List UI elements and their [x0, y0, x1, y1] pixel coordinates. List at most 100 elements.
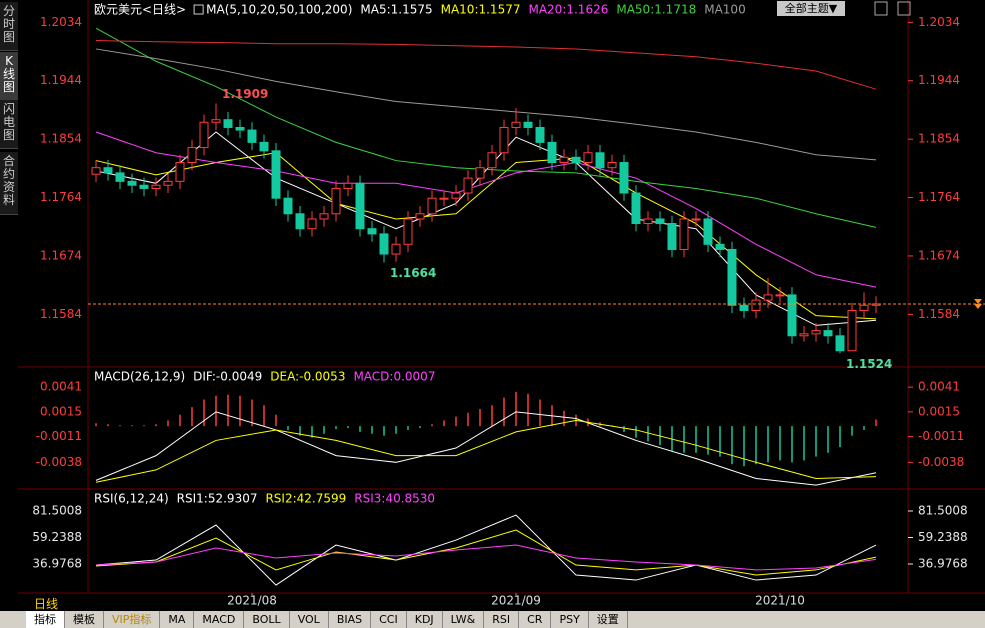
candle-body	[571, 156, 581, 164]
icon[interactable]	[874, 1, 888, 16]
toolbar-tab[interactable]: 模板	[65, 611, 104, 628]
candle-body	[103, 167, 113, 174]
toolbar-tab[interactable]: LW&	[443, 611, 485, 628]
y-tick-label: 1.1764	[918, 190, 960, 204]
period: 日线	[34, 597, 59, 611]
y-tick-label: 1.1674	[918, 248, 960, 262]
toolbar-tab[interactable]: CR	[519, 611, 552, 628]
tab[interactable]: K线图	[0, 52, 18, 101]
toolbar-tab[interactable]: BIAS	[329, 611, 372, 628]
x-tick-label: 2021/09	[491, 594, 541, 608]
tab[interactable]: 合约资料	[0, 152, 18, 215]
y-tick-label: 36.9768	[32, 557, 82, 571]
series-line	[95, 48, 877, 161]
candle-body	[247, 129, 257, 143]
toolbar-tab[interactable]: CCI	[371, 611, 407, 628]
icon[interactable]	[897, 1, 911, 16]
candle-body	[619, 162, 629, 194]
candle-body	[259, 141, 269, 152]
candle-body	[487, 152, 497, 169]
candle-body	[715, 243, 725, 250]
series-line	[95, 419, 877, 483]
y-tick-label: 1.1584	[918, 307, 960, 321]
candle-body	[823, 330, 833, 337]
candle-body	[139, 184, 149, 189]
tab[interactable]: 分时图	[0, 2, 18, 51]
toolbar-tab[interactable]: 设置	[589, 611, 628, 628]
series-line	[95, 544, 877, 571]
candle-body	[523, 121, 533, 128]
legend-item: MA100	[704, 3, 745, 17]
toolbar: 指标 模板 VIP指标 MA MACD BOLL VOL BIAS CCI KDJ LW& RSI CR…	[0, 611, 985, 628]
x-tick-label: 2021/10	[755, 594, 805, 608]
price-annotation: 1.1909	[222, 87, 268, 101]
y-tick-label: 1.1854	[40, 132, 82, 146]
toolbar-tab[interactable]: VOL	[290, 611, 329, 628]
candle-body	[463, 177, 473, 194]
tab[interactable]: 闪电图	[0, 100, 18, 149]
y-tick-label: 81.5008	[918, 503, 968, 517]
candle-body	[763, 294, 773, 301]
series-line	[95, 131, 877, 288]
candle-body	[799, 333, 809, 337]
toolbar-tab[interactable]: BOLL	[244, 611, 290, 628]
candle-body	[655, 218, 665, 225]
y-tick-label: 1.1944	[40, 73, 82, 87]
y-tick-label: 1.1584	[40, 307, 82, 321]
candle-body	[835, 335, 845, 352]
toolbar-tab[interactable]: MACD	[194, 611, 245, 628]
toolbar-tab[interactable]: PSY	[551, 611, 589, 628]
legend-item: MA5:1.1575	[360, 3, 432, 17]
y-tick-label: 59.2388	[32, 530, 82, 544]
series-line	[95, 152, 877, 320]
candle-body	[367, 228, 377, 235]
candle-body	[499, 126, 509, 154]
series-line	[95, 27, 877, 228]
price-annotation: 1.1664	[390, 266, 436, 280]
candle-body	[595, 152, 605, 169]
candle-body	[583, 152, 593, 164]
candle-body	[283, 197, 293, 215]
toolbar-tab[interactable]: 指标	[26, 611, 65, 628]
y-tick-label: 0.0041	[918, 380, 960, 394]
legend-item: MA10:1.1577	[441, 3, 521, 17]
series-line	[95, 411, 877, 486]
candle-body	[391, 243, 401, 255]
indicator-title: RSI(6,12,24)	[94, 492, 169, 506]
candle-body	[475, 167, 485, 179]
series-line	[95, 40, 877, 90]
y-tick-label: 1.2034	[918, 15, 960, 29]
candle-body	[751, 299, 761, 311]
price-marker	[974, 298, 982, 309]
legend-item: DEA:-0.0053	[270, 370, 345, 384]
theme-select[interactable]: 全部主题▼	[777, 1, 845, 16]
indicator-label: MA(5,10,20,50,100,200)	[206, 3, 352, 17]
legend-item: RSI3:40.8530	[354, 492, 435, 506]
candle-body	[295, 213, 305, 230]
y-tick-label: 81.5008	[32, 503, 82, 517]
candle-body	[151, 184, 161, 189]
candle-body	[187, 147, 197, 164]
candle-body	[643, 218, 653, 225]
candle-body	[775, 294, 785, 297]
candle-body	[427, 197, 437, 215]
candle-body	[199, 121, 209, 149]
y-tick-label: 59.2388	[918, 530, 968, 544]
candle-body	[403, 218, 413, 245]
x-tick-label: 2021/08	[227, 594, 277, 608]
toolbar-tab[interactable]: VIP指标	[104, 611, 161, 628]
candle-body	[511, 121, 521, 128]
candle-body	[607, 162, 617, 169]
toolbar-tab[interactable]: RSI	[484, 611, 520, 628]
legend-item: DIF:-0.0049	[193, 370, 262, 384]
y-tick-label: -0.0038	[36, 455, 82, 469]
candle-body	[727, 248, 737, 306]
candle-body	[439, 197, 449, 200]
candle-body	[667, 223, 677, 250]
toolbar-tab[interactable]: KDJ	[407, 611, 443, 628]
toolbar-tab[interactable]: MA	[160, 611, 195, 628]
candle-body	[343, 182, 353, 189]
y-tick-label: 0.0015	[40, 404, 82, 418]
candle-body	[319, 213, 329, 220]
